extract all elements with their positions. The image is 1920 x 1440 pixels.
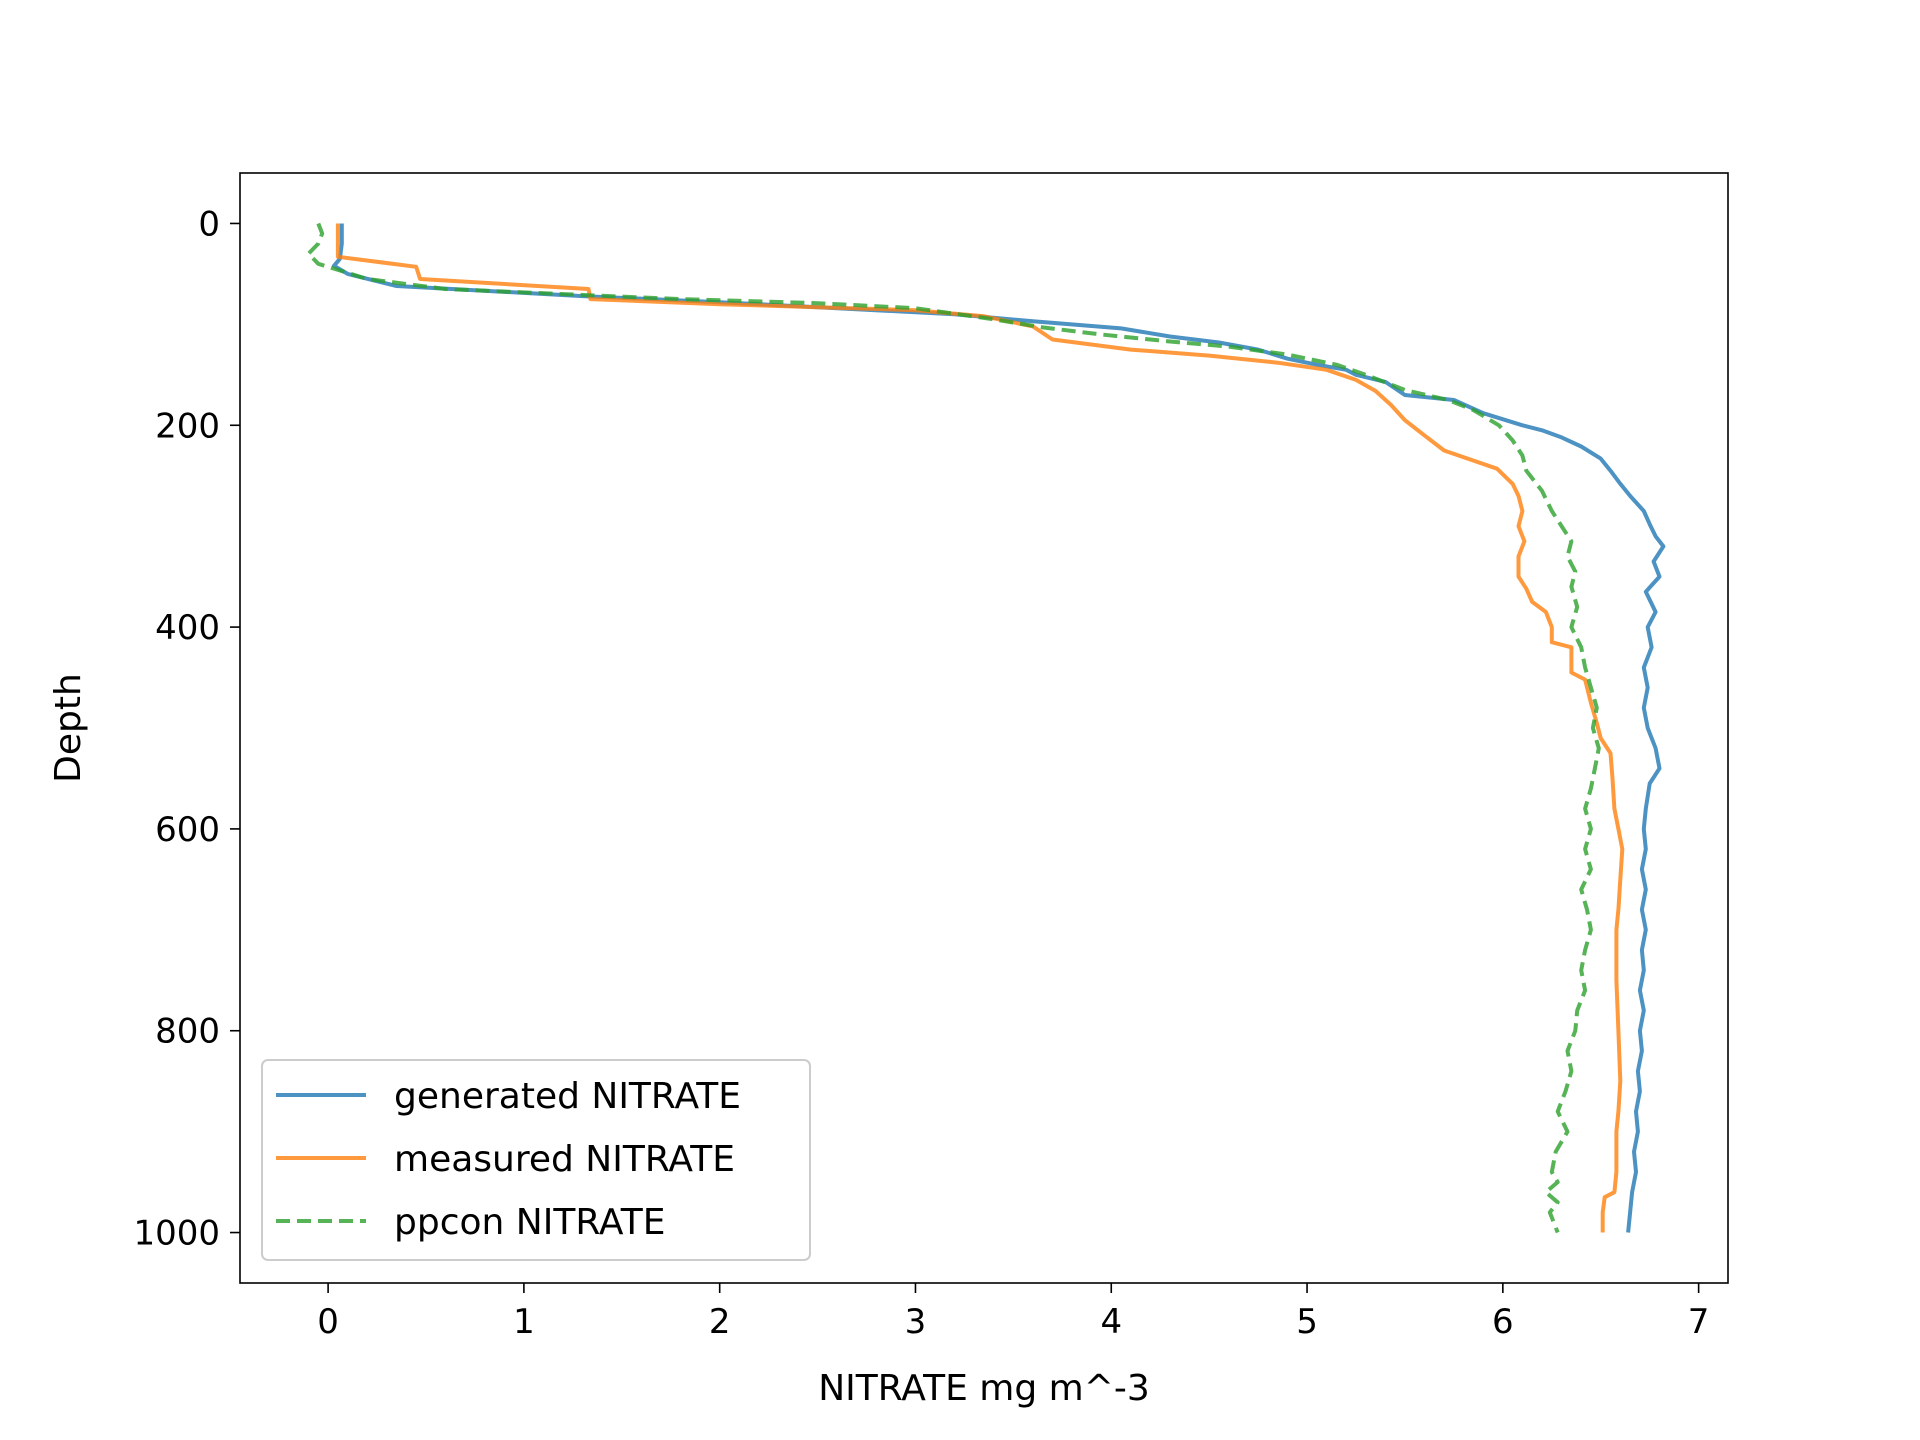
y-tick-label: 400 xyxy=(155,608,220,648)
legend: generated NITRATE measured NITRATE ppcon… xyxy=(261,1059,811,1261)
y-tick-label: 800 xyxy=(155,1012,220,1052)
series-layer xyxy=(306,222,1666,1234)
y-tick-label: 1000 xyxy=(133,1214,220,1254)
series-line-generated-nitrate xyxy=(332,223,1666,1233)
legend-label-ppcon: ppcon NITRATE xyxy=(394,1202,665,1243)
legend-label-measured: measured NITRATE xyxy=(394,1139,735,1180)
y-tick-label: 600 xyxy=(155,810,220,850)
x-tick-label: 2 xyxy=(709,1302,731,1342)
x-tick-label: 6 xyxy=(1492,1302,1514,1342)
series-line-ppcon-nitrate xyxy=(306,222,1601,1234)
y-axis: 0 200 400 600 800 1000 xyxy=(133,204,240,1254)
y-tick-label: 200 xyxy=(155,406,220,446)
x-axis: 0 1 2 3 4 5 6 7 xyxy=(317,1283,1709,1342)
y-tick-label: 0 xyxy=(198,204,220,244)
x-tick-label: 4 xyxy=(1100,1302,1122,1342)
legend-label-generated: generated NITRATE xyxy=(394,1076,741,1117)
x-tick-label: 5 xyxy=(1296,1302,1318,1342)
x-tick-label: 0 xyxy=(317,1302,339,1342)
plot-frame xyxy=(239,172,1729,1284)
y-axis-title: Depth xyxy=(48,673,89,783)
legend-box xyxy=(261,1059,811,1261)
x-tick-label: 7 xyxy=(1688,1302,1710,1342)
x-tick-label: 1 xyxy=(513,1302,535,1342)
x-tick-label: 3 xyxy=(905,1302,927,1342)
x-axis-title: NITRATE mg m^-3 xyxy=(818,1368,1150,1409)
